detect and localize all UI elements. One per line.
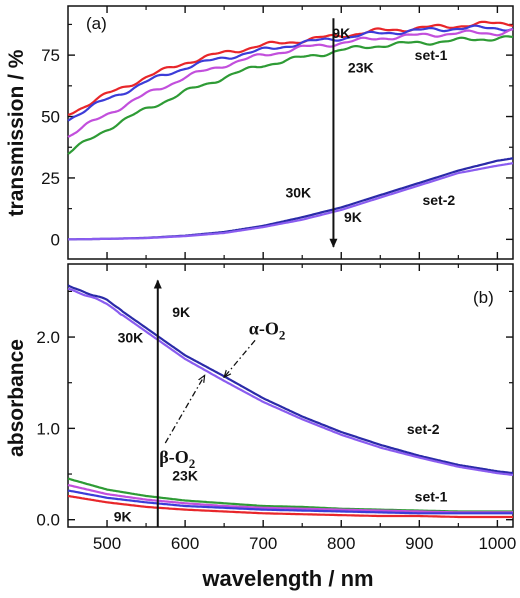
panel-b: 0.0 1.0 2.0 500 600 700 800 900 1000 9K 30K set-2… bbox=[5, 263, 516, 591]
series-lines-b bbox=[67, 284, 514, 519]
phase-pointer bbox=[224, 339, 256, 377]
y-tick-label: 75 bbox=[41, 46, 60, 65]
x-tick-label: 500 bbox=[93, 534, 121, 553]
series-line bbox=[67, 287, 514, 476]
y-axis-title-a: transmission / % bbox=[5, 49, 28, 216]
y-ticks-b: 0.0 1.0 2.0 bbox=[36, 290, 513, 530]
series-lines-a bbox=[67, 20, 514, 241]
phase-label: β-O2 bbox=[159, 447, 195, 471]
x-tick-label: 1000 bbox=[478, 534, 516, 553]
y-tick-label: 0 bbox=[51, 230, 60, 249]
y-ticks-a: 0 25 50 75 bbox=[41, 23, 513, 249]
annotation-label: set-1 bbox=[415, 488, 448, 504]
annotation-label: 9K bbox=[344, 209, 362, 225]
y-axis-title-b: absorbance bbox=[5, 339, 28, 457]
y-tick-label: 1.0 bbox=[36, 419, 60, 438]
series-line bbox=[67, 489, 513, 515]
phase-label: α-O2 bbox=[249, 318, 286, 342]
series-line bbox=[67, 28, 514, 138]
annotation-label: set-1 bbox=[415, 47, 448, 63]
y-tick-label: 50 bbox=[41, 108, 60, 127]
annotation-label: 30K bbox=[118, 330, 144, 346]
x-tick-label: 700 bbox=[249, 534, 277, 553]
annotation-label: 30K bbox=[285, 185, 311, 201]
panel-label-b: (b) bbox=[473, 288, 494, 307]
y-tick-label: 25 bbox=[41, 169, 60, 188]
annotations-b: 9K 30K set-2 23K set-1 9K α-O2 β-O2 bbox=[114, 279, 448, 527]
series-line bbox=[67, 284, 514, 475]
series-line bbox=[68, 162, 514, 241]
annotation-label: 9K bbox=[114, 509, 132, 525]
y-tick-label: 2.0 bbox=[36, 328, 60, 347]
x-tick-label: 600 bbox=[171, 534, 199, 553]
x-tick-label: 800 bbox=[327, 534, 355, 553]
series-line bbox=[67, 494, 513, 519]
plot-frame-a bbox=[67, 5, 514, 260]
annotation-label: set-2 bbox=[422, 192, 455, 208]
plot-frame-b bbox=[67, 263, 514, 528]
annotation-label: 9K bbox=[172, 304, 190, 320]
series-line bbox=[67, 483, 513, 514]
x-ticks-b: 500 600 700 800 900 1000 bbox=[93, 264, 516, 553]
x-axis-title: wavelength / nm bbox=[201, 566, 373, 591]
x-tick-label: 900 bbox=[405, 534, 433, 553]
annotation-label: 23K bbox=[348, 59, 374, 75]
y-tick-label: 0.0 bbox=[36, 511, 60, 530]
series-line bbox=[67, 20, 514, 116]
annotation-label: 9K bbox=[332, 25, 350, 41]
panel-a: 0 25 50 75 9K 23K set-1 30K 9K set-2 (a) transmi… bbox=[5, 5, 514, 260]
series-line bbox=[67, 24, 514, 122]
annotation-label: 23K bbox=[172, 467, 198, 483]
x-ticks-a bbox=[106, 6, 499, 259]
annotations-a: 9K 23K set-1 30K 9K set-2 bbox=[285, 18, 455, 248]
panel-label-a: (a) bbox=[86, 14, 107, 33]
phase-pointer bbox=[164, 375, 204, 444]
annotation-label: set-2 bbox=[407, 421, 440, 437]
series-line bbox=[67, 35, 514, 155]
